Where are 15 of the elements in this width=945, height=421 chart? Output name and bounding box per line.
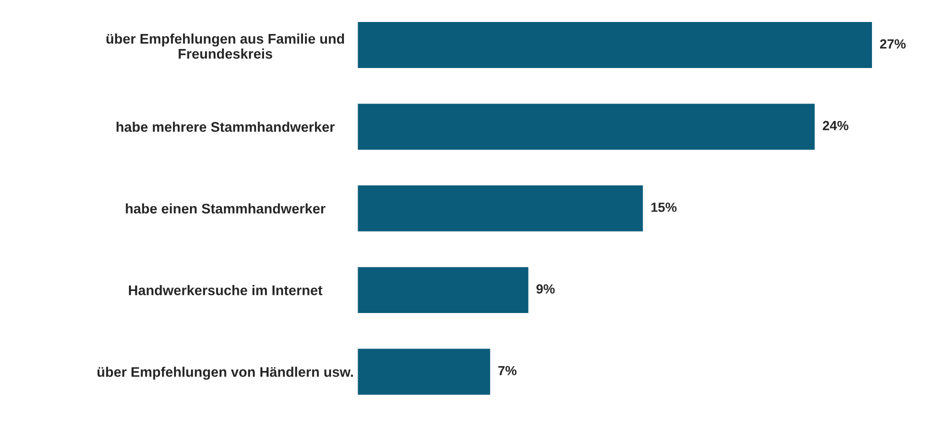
y-tick-label: über Empfehlungen von Händlern usw. (98, 366, 353, 380)
y-tick-label: Handwerkersuche im Internet (128, 285, 322, 296)
data-label: 9% (536, 284, 555, 294)
bar (357, 184, 644, 233)
bar (357, 20, 874, 70)
y-tick-label: habe einen Stammhandwerker (126, 203, 326, 214)
bar (357, 347, 492, 396)
bar (357, 266, 530, 314)
data-label: 24% (822, 120, 848, 130)
bar (357, 102, 816, 152)
y-tick-label: habe mehrere Stammhandwerker (116, 122, 335, 132)
y-tick-label: über Empfehlungen aus Familie und Freundeskreis (106, 34, 344, 59)
data-label: 27% (880, 39, 906, 49)
data-label: 15% (651, 202, 677, 212)
data-label: 7% (498, 366, 517, 376)
